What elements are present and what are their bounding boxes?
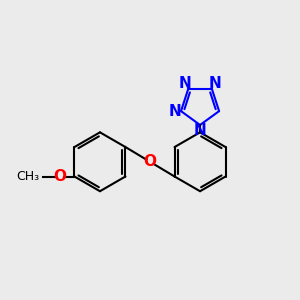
Text: CH₃: CH₃	[16, 170, 39, 183]
Text: O: O	[143, 154, 157, 169]
Text: N: N	[208, 76, 221, 91]
Text: O: O	[53, 169, 66, 184]
Text: N: N	[194, 123, 206, 138]
Text: N: N	[179, 76, 192, 91]
Text: N: N	[169, 103, 182, 118]
